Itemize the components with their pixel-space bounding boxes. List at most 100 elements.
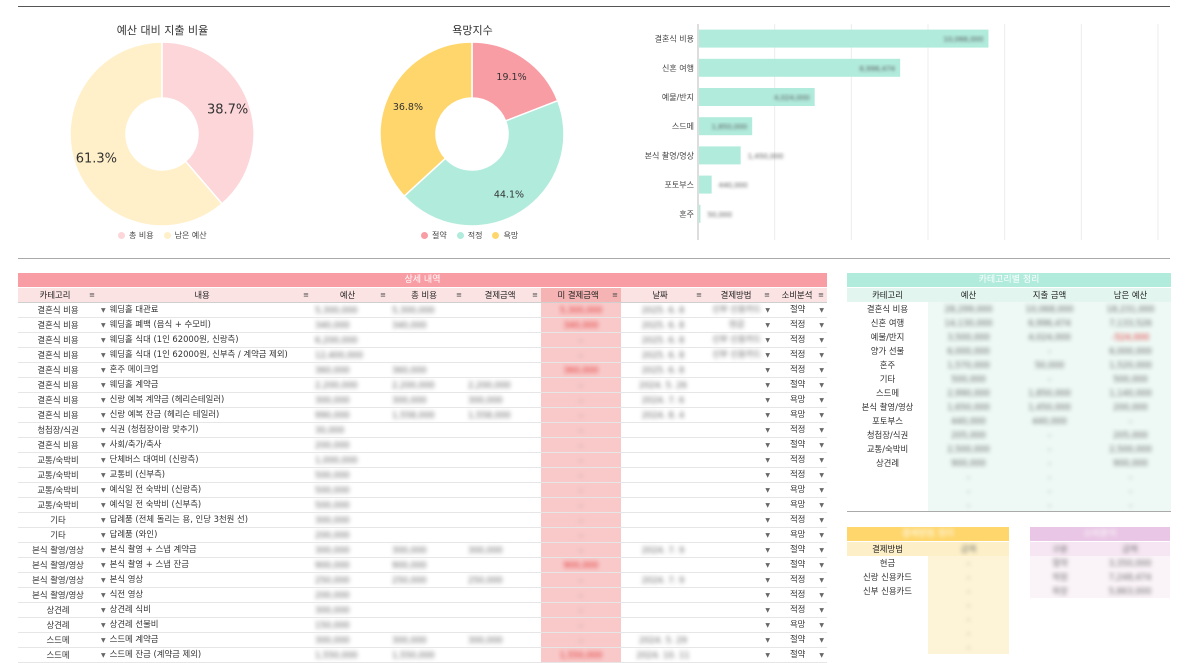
payment-method-dropdown[interactable]: ▼ xyxy=(705,572,773,588)
chevron-down-icon[interactable]: ▼ xyxy=(819,652,824,659)
analysis-dropdown[interactable]: 적정 ▼ xyxy=(773,347,827,363)
category-dropdown[interactable]: 교통/숙박비 xyxy=(18,452,98,468)
payment-method-dropdown[interactable]: ▼ xyxy=(705,602,773,618)
analysis-dropdown[interactable]: 욕망 ▼ xyxy=(773,407,827,423)
chevron-down-icon[interactable]: ▼ xyxy=(101,457,106,464)
category-dropdown[interactable]: 결혼식 비용 xyxy=(18,317,98,333)
chevron-down-icon[interactable]: ▼ xyxy=(819,457,824,464)
payment-method-dropdown[interactable]: ▼ xyxy=(705,617,773,633)
payment-method-dropdown[interactable]: ▼ xyxy=(705,632,773,648)
chevron-down-icon[interactable]: ▼ xyxy=(765,607,770,614)
filter-icon[interactable]: ≡ xyxy=(89,290,95,299)
category-dropdown[interactable]: 스드메 xyxy=(18,632,98,648)
chevron-down-icon[interactable]: ▼ xyxy=(765,637,770,644)
chevron-down-icon[interactable]: ▼ xyxy=(765,532,770,539)
analysis-dropdown[interactable]: 적정 ▼ xyxy=(773,452,827,468)
chevron-down-icon[interactable]: ▼ xyxy=(765,427,770,434)
payment-method-dropdown[interactable]: ▼ xyxy=(705,527,773,543)
analysis-dropdown[interactable]: 욕망 ▼ xyxy=(773,617,827,633)
chevron-down-icon[interactable]: ▼ xyxy=(819,517,824,524)
category-dropdown[interactable]: 결혼식 비용 xyxy=(18,437,98,453)
category-dropdown[interactable]: 교통/숙박비 xyxy=(18,497,98,513)
payment-method-dropdown[interactable]: ▼ xyxy=(705,542,773,558)
chevron-down-icon[interactable]: ▼ xyxy=(819,427,824,434)
payment-method-dropdown[interactable]: ▼ xyxy=(705,587,773,603)
chevron-down-icon[interactable]: ▼ xyxy=(765,517,770,524)
analysis-dropdown[interactable]: 절약 ▼ xyxy=(773,632,827,648)
payment-method-dropdown[interactable]: ▼ xyxy=(705,647,773,663)
chevron-down-icon[interactable]: ▼ xyxy=(765,622,770,629)
payment-method-dropdown[interactable]: ▼ xyxy=(705,497,773,513)
chevron-down-icon[interactable]: ▼ xyxy=(819,442,824,449)
chevron-down-icon[interactable]: ▼ xyxy=(101,322,106,329)
chevron-down-icon[interactable]: ▼ xyxy=(101,652,106,659)
chevron-down-icon[interactable]: ▼ xyxy=(101,427,106,434)
category-dropdown[interactable]: 결혼식 비용 xyxy=(18,377,98,393)
chevron-down-icon[interactable]: ▼ xyxy=(819,607,824,614)
filter-icon[interactable]: ≡ xyxy=(532,290,538,299)
chevron-down-icon[interactable]: ▼ xyxy=(765,367,770,374)
category-dropdown[interactable]: 기타 xyxy=(18,512,98,528)
chevron-down-icon[interactable]: ▼ xyxy=(819,472,824,479)
analysis-dropdown[interactable]: 절약 ▼ xyxy=(773,542,827,558)
category-dropdown[interactable]: 상견례 xyxy=(18,617,98,633)
chevron-down-icon[interactable]: ▼ xyxy=(101,352,106,359)
payment-method-dropdown[interactable]: ▼ xyxy=(705,512,773,528)
chevron-down-icon[interactable]: ▼ xyxy=(819,592,824,599)
category-dropdown[interactable]: 결혼식 비용 xyxy=(18,407,98,423)
filter-icon[interactable]: ≡ xyxy=(696,290,702,299)
category-dropdown[interactable]: 청첩장/식권 xyxy=(18,422,98,438)
category-dropdown[interactable]: 기타 xyxy=(18,527,98,543)
chevron-down-icon[interactable]: ▼ xyxy=(765,487,770,494)
chevron-down-icon[interactable]: ▼ xyxy=(101,472,106,479)
category-dropdown[interactable]: 스드메 xyxy=(18,647,98,663)
chevron-down-icon[interactable]: ▼ xyxy=(101,382,106,389)
payment-method-dropdown[interactable]: ▼ xyxy=(705,452,773,468)
payment-method-dropdown[interactable]: ▼ xyxy=(705,377,773,393)
analysis-dropdown[interactable]: 적정 ▼ xyxy=(773,332,827,348)
chevron-down-icon[interactable]: ▼ xyxy=(819,367,824,374)
payment-method-dropdown[interactable]: 신부 신용카드 ▼ xyxy=(705,332,773,348)
chevron-down-icon[interactable]: ▼ xyxy=(101,577,106,584)
analysis-dropdown[interactable]: 적정 ▼ xyxy=(773,362,827,378)
chevron-down-icon[interactable]: ▼ xyxy=(101,307,106,314)
chevron-down-icon[interactable]: ▼ xyxy=(101,532,106,539)
analysis-dropdown[interactable]: 적정 ▼ xyxy=(773,572,827,588)
analysis-dropdown[interactable]: 욕망 ▼ xyxy=(773,497,827,513)
analysis-dropdown[interactable]: 욕망 ▼ xyxy=(773,527,827,543)
chevron-down-icon[interactable]: ▼ xyxy=(765,547,770,554)
payment-method-dropdown[interactable]: ▼ xyxy=(705,437,773,453)
analysis-dropdown[interactable]: 욕망 ▼ xyxy=(773,482,827,498)
chevron-down-icon[interactable]: ▼ xyxy=(819,412,824,419)
analysis-dropdown[interactable]: 절약 ▼ xyxy=(773,302,827,318)
payment-method-dropdown[interactable]: ▼ xyxy=(705,407,773,423)
chevron-down-icon[interactable]: ▼ xyxy=(819,622,824,629)
category-dropdown[interactable]: 결혼식 비용 xyxy=(18,332,98,348)
chevron-down-icon[interactable]: ▼ xyxy=(765,652,770,659)
chevron-down-icon[interactable]: ▼ xyxy=(101,397,106,404)
analysis-dropdown[interactable]: 적정 ▼ xyxy=(773,317,827,333)
chevron-down-icon[interactable]: ▼ xyxy=(765,382,770,389)
chevron-down-icon[interactable]: ▼ xyxy=(101,517,106,524)
chevron-down-icon[interactable]: ▼ xyxy=(101,487,106,494)
chevron-down-icon[interactable]: ▼ xyxy=(819,637,824,644)
chevron-down-icon[interactable]: ▼ xyxy=(765,502,770,509)
chevron-down-icon[interactable]: ▼ xyxy=(765,397,770,404)
chevron-down-icon[interactable]: ▼ xyxy=(765,472,770,479)
category-dropdown[interactable]: 교통/숙박비 xyxy=(18,482,98,498)
analysis-dropdown[interactable]: 적정 ▼ xyxy=(773,602,827,618)
chevron-down-icon[interactable]: ▼ xyxy=(101,547,106,554)
analysis-dropdown[interactable]: 절약 ▼ xyxy=(773,557,827,573)
chevron-down-icon[interactable]: ▼ xyxy=(819,547,824,554)
filter-icon[interactable]: ≡ xyxy=(303,290,309,299)
chevron-down-icon[interactable]: ▼ xyxy=(101,622,106,629)
chevron-down-icon[interactable]: ▼ xyxy=(101,502,106,509)
payment-method-dropdown[interactable]: ▼ xyxy=(705,392,773,408)
chevron-down-icon[interactable]: ▼ xyxy=(819,502,824,509)
analysis-dropdown[interactable]: 적정 ▼ xyxy=(773,512,827,528)
filter-icon[interactable]: ≡ xyxy=(818,290,824,299)
chevron-down-icon[interactable]: ▼ xyxy=(819,532,824,539)
category-dropdown[interactable]: 본식 촬영/영상 xyxy=(18,557,98,573)
chevron-down-icon[interactable]: ▼ xyxy=(101,367,106,374)
chevron-down-icon[interactable]: ▼ xyxy=(765,562,770,569)
